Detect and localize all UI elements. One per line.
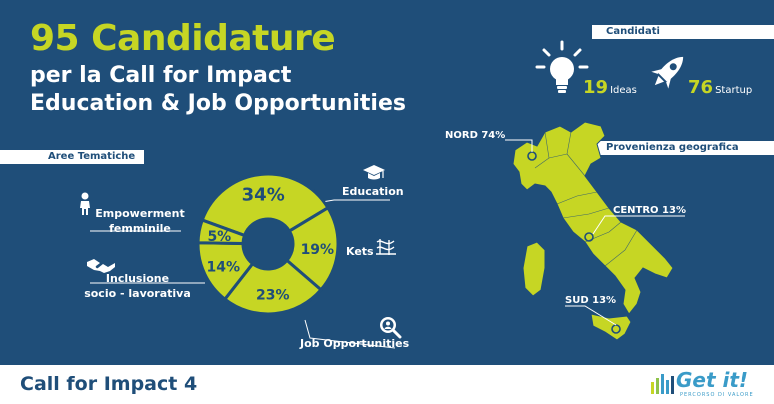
- italy-mainland: [512, 121, 674, 315]
- label-nord: NORD 74%: [445, 130, 506, 141]
- sicily: [590, 313, 632, 341]
- label-job-opportunities: Job Opportunities: [300, 337, 410, 350]
- donut-pct-empowerment-femminile: 5%: [207, 229, 231, 245]
- donut-hole: [243, 219, 293, 269]
- label-education: Education: [342, 185, 404, 198]
- sardinia: [522, 241, 546, 297]
- getit-logo: Get it! PERCORSO DI VALORE: [650, 368, 760, 402]
- lightbulb-icon: [535, 40, 589, 93]
- kets-tech-icon: [376, 239, 396, 255]
- ideas-label: Ideas: [610, 85, 637, 96]
- headline-line-2: per la Call for Impact: [30, 63, 292, 88]
- donut-pct-inclusione-socio-lavorativa: 14%: [207, 259, 241, 275]
- section-candidati: Candidati: [592, 25, 774, 39]
- graduation-cap-icon: [363, 165, 385, 180]
- rocket-icon: [651, 56, 684, 89]
- label-inclusione-line2: socio - lavorativa: [84, 287, 191, 300]
- woman-icon: [80, 192, 90, 215]
- startup-stat: 76 Startup: [688, 77, 752, 98]
- label-sud: SUD 13%: [565, 295, 617, 306]
- magnifier-person-icon: [380, 317, 402, 339]
- sud-leader: [565, 305, 617, 326]
- section-provenienza: Provenienza geografica: [592, 141, 774, 155]
- headline-line-3: Education & Job Opportunities: [30, 91, 406, 116]
- nord-leader: [505, 139, 533, 152]
- label-kets: Kets: [346, 245, 374, 258]
- donut-pct-job-opportunities: 23%: [256, 287, 290, 303]
- ideas-value: 19: [583, 77, 609, 98]
- startup-label: Startup: [715, 85, 753, 96]
- italy-map: [505, 121, 685, 341]
- handshake-icon: [87, 259, 115, 273]
- headline-count: 95 Candidature: [30, 18, 336, 59]
- label-inclusione-line1: Inclusione: [105, 272, 170, 285]
- footer-title: Call for Impact 4: [20, 373, 198, 395]
- footer: Call for Impact 4 Get it! PERCORSO DI VA…: [0, 365, 774, 404]
- centro-marker: [584, 232, 594, 242]
- label-empowerment: Empowerment femminile: [90, 206, 190, 236]
- logo-text: Get it!: [676, 368, 749, 392]
- logo-subtitle: PERCORSO DI VALORE: [680, 392, 754, 398]
- label-empowerment-line2: femminile: [109, 222, 171, 235]
- label-empowerment-line1: Empowerment: [95, 207, 185, 220]
- startup-value: 76: [688, 77, 714, 98]
- logo-bars-icon: [651, 374, 674, 394]
- label-centro: CENTRO 13%: [613, 205, 686, 216]
- donut-pct-kets: 19%: [301, 242, 335, 258]
- centro-leader: [592, 215, 685, 235]
- ideas-stat: 19 Ideas: [583, 77, 637, 98]
- leader-line-job: [304, 319, 396, 349]
- label-inclusione: Inclusione socio - lavorativa: [75, 271, 200, 301]
- donut-pct-education: 34%: [242, 185, 285, 206]
- section-aree-tematiche: Aree Tematiche: [0, 150, 144, 164]
